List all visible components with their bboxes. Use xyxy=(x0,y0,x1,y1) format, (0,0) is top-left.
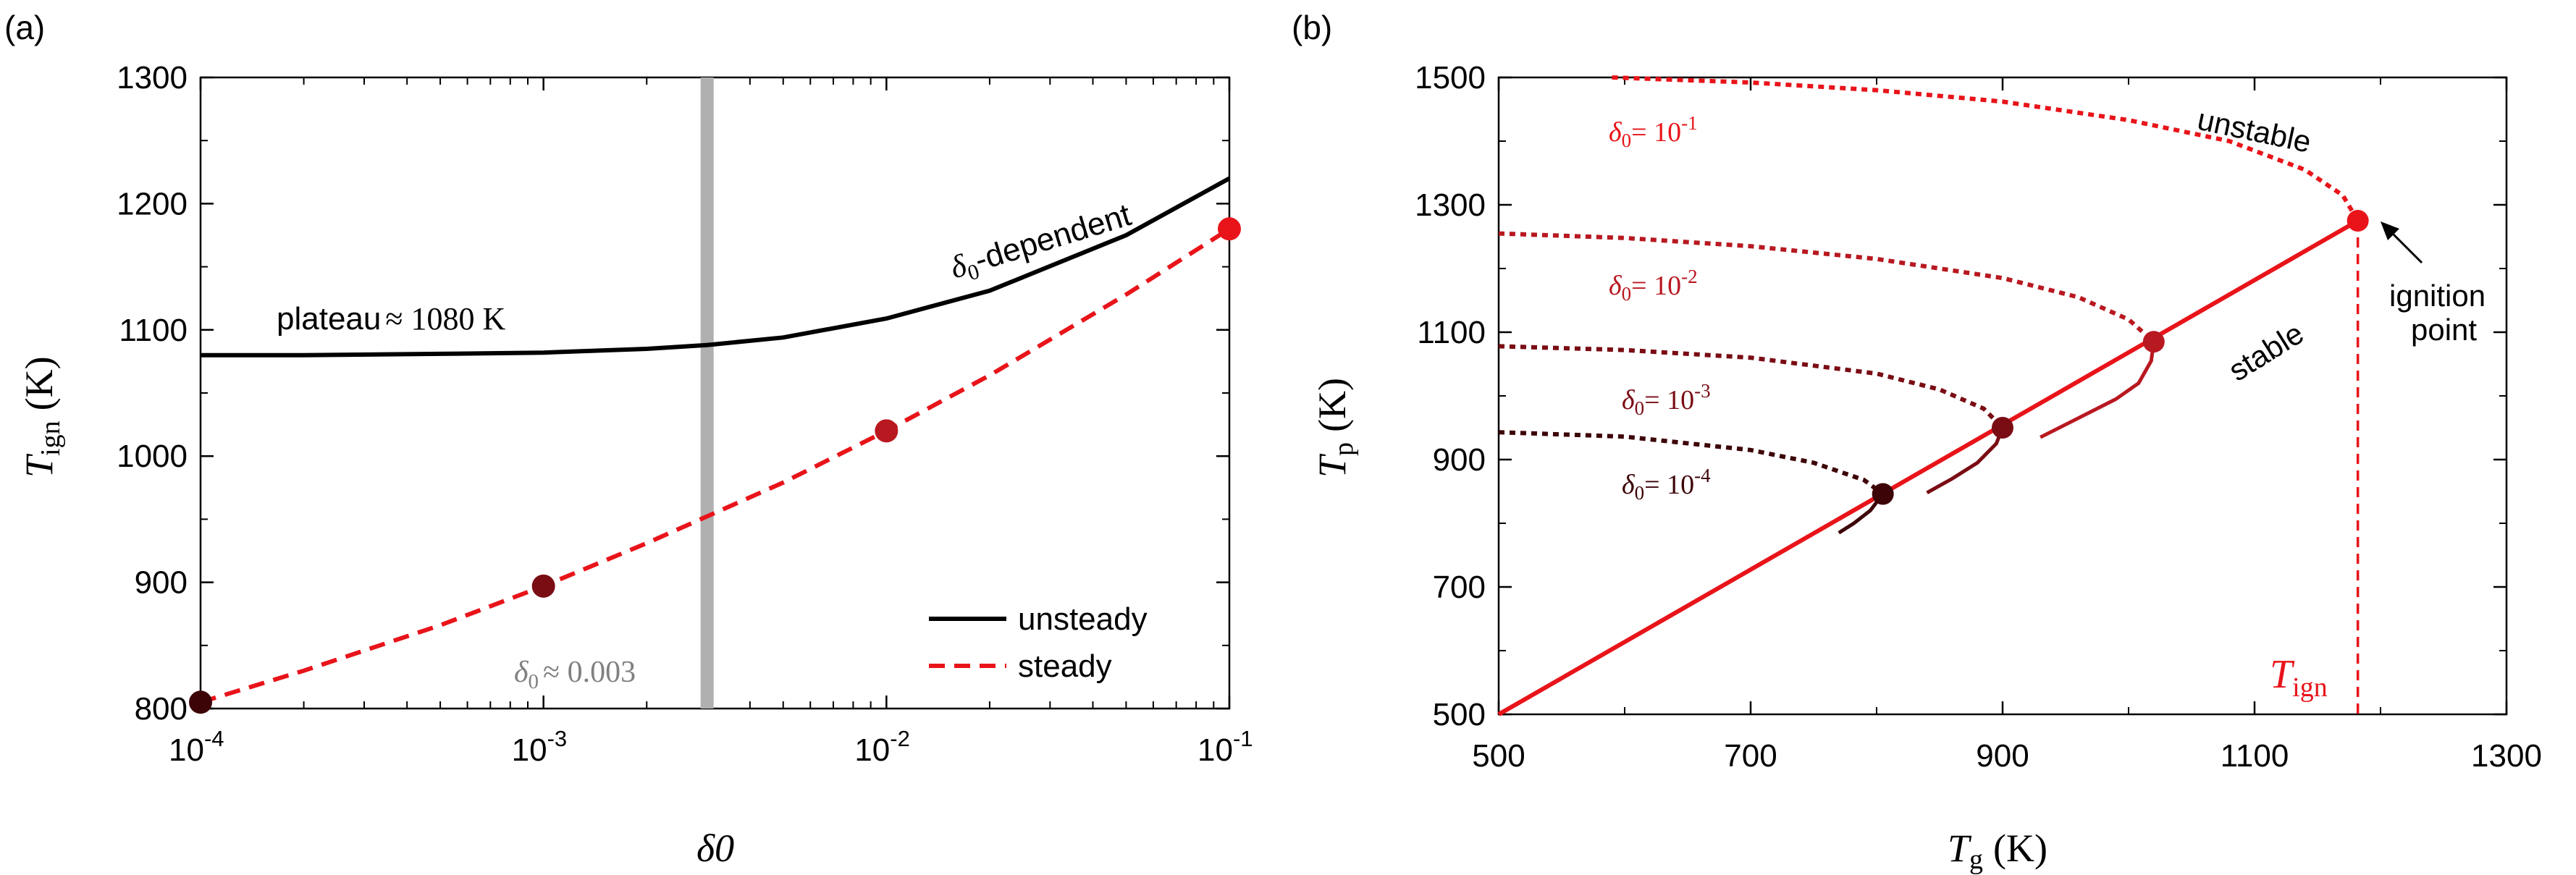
panel-a-xlabel: δ0 xyxy=(696,827,734,870)
plateau-annotation: plateau ≈ 1080 K xyxy=(277,301,506,337)
panel-b-curves xyxy=(1498,75,2360,535)
panel-b-xtick-label: 1300 xyxy=(2471,738,2542,774)
panel-b-label: (b) xyxy=(1292,9,1332,46)
curve-label-1e-2: δ0= 10-2 xyxy=(1609,266,1698,305)
turning-point-marker xyxy=(2142,331,2165,353)
curve-label-1e-1: δ0= 10-1 xyxy=(1609,112,1698,151)
legend-steady-label: steady xyxy=(1018,648,1112,684)
panel-b-ytick-label: 1300 xyxy=(1415,187,1486,223)
panel-b-ytick-label: 900 xyxy=(1433,442,1486,478)
panel-a-xtick-label: 10-1 xyxy=(1197,726,1253,768)
panel-a-reference-band xyxy=(700,77,714,709)
panel-b-markers xyxy=(1872,210,2369,505)
unstable-branch-curve xyxy=(1498,344,2005,430)
panel-b-ytick-label: 500 xyxy=(1433,697,1486,732)
panel-a-ytick-label: 1200 xyxy=(117,186,188,221)
panel-a-marker xyxy=(875,419,898,443)
ignition-arrow-shaft xyxy=(2388,229,2423,264)
panel-b-ylabel: Tp(K) xyxy=(1310,378,1359,478)
panel-a-marker xyxy=(531,574,555,598)
panel-a: 10-4 10-3 10-2 10-1 800 900 1000 1100 1200 1300 p… xyxy=(17,60,1253,870)
legend-unsteady-label: unsteady xyxy=(1018,601,1148,637)
unstable-branch-curve xyxy=(1498,231,2155,344)
unstable-branch-curve xyxy=(1612,75,2360,222)
curve-label-1e-3: δ0= 10-3 xyxy=(1622,380,1711,419)
panel-a-ytick-label: 800 xyxy=(135,691,188,727)
vline-annotation: δ0 ≈ 0.003 xyxy=(514,656,636,693)
panel-b: 500 700 900 1100 1300 500 700 900 1100 1300 1500 δ… xyxy=(1310,60,2542,875)
stable-annotation: stable xyxy=(2223,316,2310,387)
ignition-annotation-line2: point xyxy=(2411,313,2477,347)
stable-branch-line xyxy=(1497,219,2360,717)
ignition-annotation-line1: ignition xyxy=(2389,279,2485,313)
panel-a-ytick-label: 1300 xyxy=(117,60,188,96)
panel-a-xtick-label: 10-3 xyxy=(512,726,568,768)
panel-a-ticks: 10-4 10-3 10-2 10-1 800 900 1000 1100 1200 1300 xyxy=(117,60,1253,768)
unstable-branch-curve xyxy=(1498,430,1885,496)
panel-b-xlabel: Tg (K) xyxy=(1948,827,2047,875)
tign-annotation: Tign xyxy=(2270,652,2328,703)
panel-b-xtick-label: 700 xyxy=(1724,738,1777,774)
panel-a-marker xyxy=(1218,217,1241,241)
stable-branch-curve xyxy=(2040,341,2156,439)
panel-a-steady-curve xyxy=(200,227,1231,705)
panel-a-unsteady-curve xyxy=(201,176,1231,358)
panel-a-ytick-label: 900 xyxy=(135,565,188,601)
panel-a-xtick-label: 10-2 xyxy=(854,726,910,768)
panel-b-xtick-label: 500 xyxy=(1472,738,1525,774)
panel-b-xtick-label: 900 xyxy=(1976,738,2029,774)
ignition-arrow-head xyxy=(2381,221,2399,240)
panel-a-ytick-label: 1000 xyxy=(117,439,188,474)
panel-a-marker xyxy=(189,690,212,714)
panel-b-ytick-label: 1100 xyxy=(1417,315,1486,350)
panel-a-xtick-label: 10-4 xyxy=(169,726,224,768)
panel-a-ytick-label: 1100 xyxy=(119,313,188,348)
turning-point-marker xyxy=(1992,417,2013,439)
turning-point-marker xyxy=(2346,210,2369,232)
turning-point-marker xyxy=(1872,483,1894,505)
panel-b-xtick-label: 1100 xyxy=(2221,738,2289,774)
panel-b-ticks: 500 700 900 1100 1300 500 700 900 1100 1300 1500 xyxy=(1415,60,2542,774)
stable-branch-curve xyxy=(1926,427,2005,494)
unstable-annotation: unstable xyxy=(2194,102,2314,159)
panel-b-ytick-label: 700 xyxy=(1433,570,1486,605)
panel-a-label: (a) xyxy=(4,9,45,46)
curve-label-1e-4: δ0= 10-4 xyxy=(1622,465,1711,504)
panel-a-markers xyxy=(189,217,1241,714)
legend: unsteady steady xyxy=(929,601,1148,684)
panel-a-ylabel: Tign(K) xyxy=(17,356,66,478)
panel-b-ytick-label: 1500 xyxy=(1415,60,1486,96)
